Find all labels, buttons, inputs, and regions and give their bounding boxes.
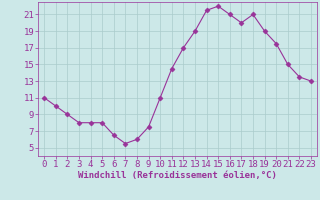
X-axis label: Windchill (Refroidissement éolien,°C): Windchill (Refroidissement éolien,°C): [78, 171, 277, 180]
